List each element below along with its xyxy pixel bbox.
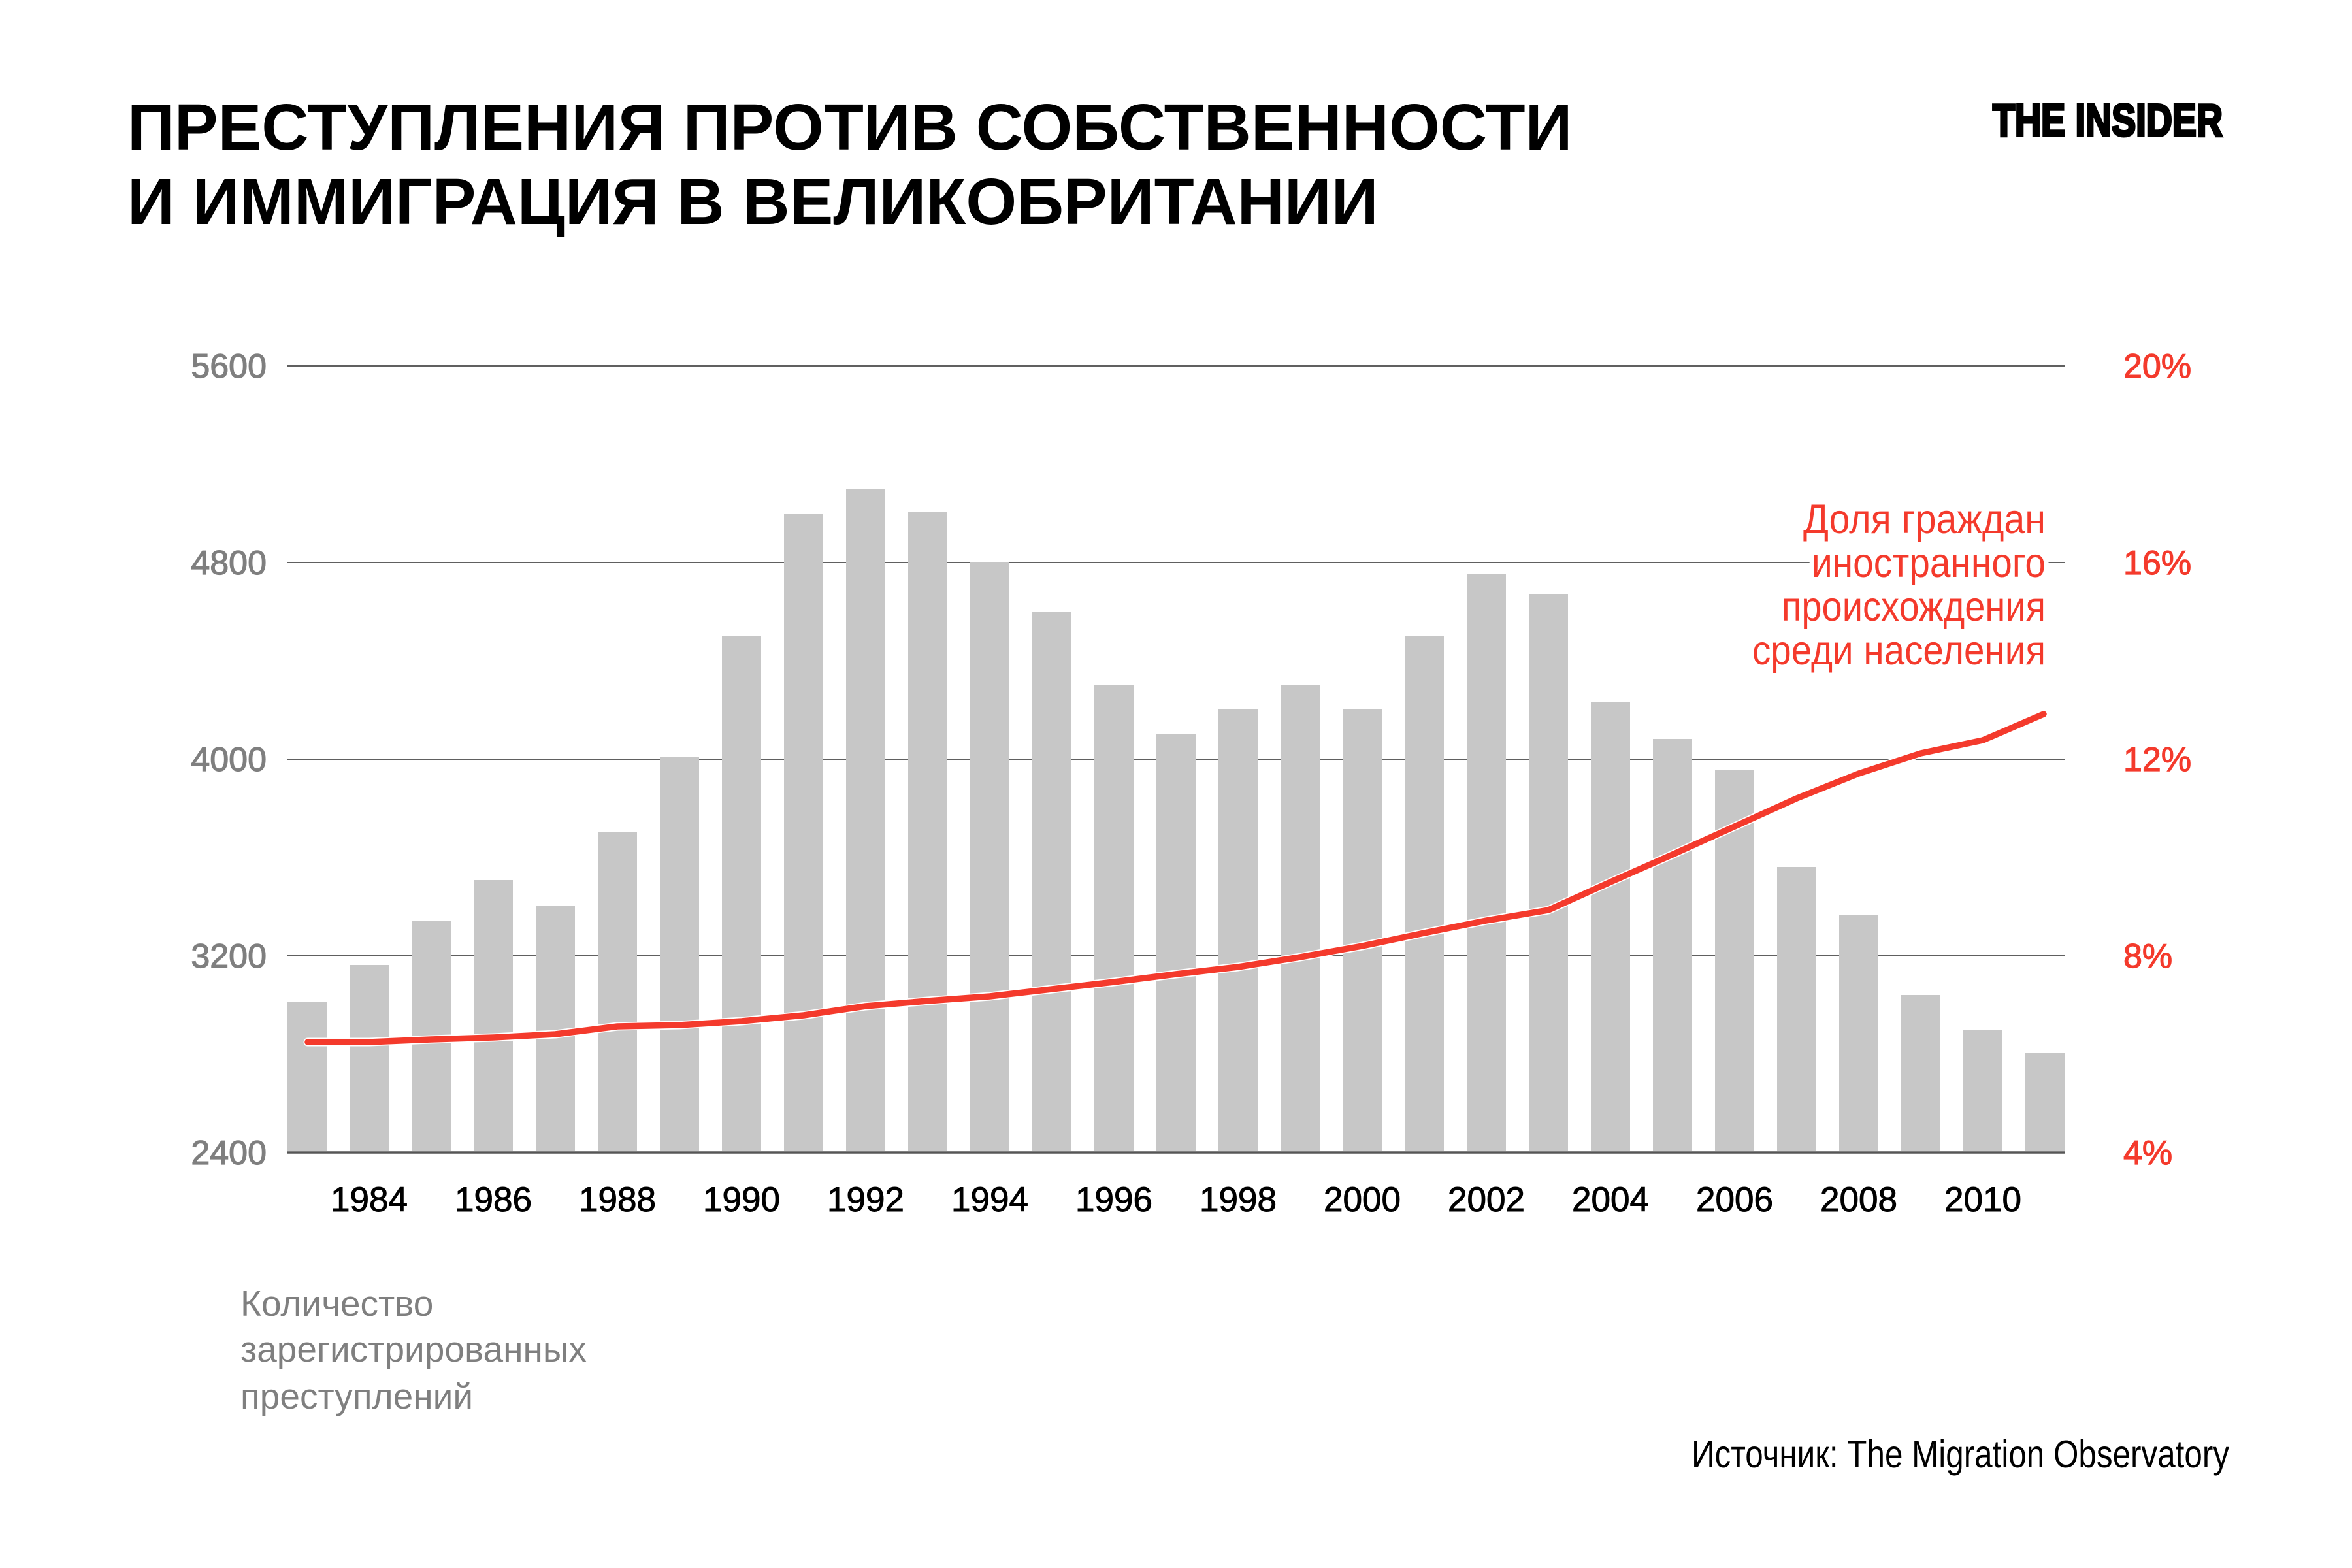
svg-text:4800: 4800 [191,544,267,582]
svg-text:20%: 20% [2123,348,2191,385]
svg-text:1984: 1984 [331,1181,408,1219]
svg-text:1998: 1998 [1200,1181,1277,1219]
svg-text:THE INSIDER: THE INSIDER [1993,95,2223,146]
svg-text:ПРЕСТУПЛЕНИЯ ПРОТИВ СОБСТВЕННО: ПРЕСТУПЛЕНИЯ ПРОТИВ СОБСТВЕННОСТИ [127,91,1572,164]
svg-text:1992: 1992 [827,1181,904,1219]
svg-text:Количество: Количество [240,1283,433,1324]
svg-text:2008: 2008 [1820,1181,1897,1219]
svg-text:4%: 4% [2123,1134,2172,1172]
svg-text:1990: 1990 [703,1181,780,1219]
svg-text:2006: 2006 [1696,1181,1773,1219]
svg-text:1988: 1988 [579,1181,656,1219]
svg-text:1994: 1994 [951,1181,1028,1219]
svg-text:иностранного: иностранного [1812,540,2046,586]
svg-text:1986: 1986 [455,1181,532,1219]
svg-text:2010: 2010 [1944,1181,2021,1219]
svg-text:И ИММИГРАЦИЯ В ВЕЛИКОБРИТАНИИ: И ИММИГРАЦИЯ В ВЕЛИКОБРИТАНИИ [127,165,1379,238]
svg-text:1996: 1996 [1075,1181,1152,1219]
svg-text:иностранного: иностранного [1812,540,2046,586]
svg-text:5600: 5600 [191,348,267,385]
svg-text:2004: 2004 [1572,1181,1649,1219]
svg-text:12%: 12% [2123,741,2191,779]
svg-text:Доля граждан: Доля граждан [1803,497,2046,542]
svg-text:16%: 16% [2123,544,2191,582]
svg-text:зарегистрированных: зарегистрированных [240,1329,587,1369]
svg-text:происхождения: происхождения [1782,584,2046,630]
svg-text:2000: 2000 [1324,1181,1401,1219]
svg-text:4000: 4000 [191,741,267,779]
svg-text:2002: 2002 [1448,1181,1525,1219]
svg-text:Источник: The Migration Observ: Источник: The Migration Observatory [1691,1433,2229,1476]
svg-text:Доля граждан: Доля граждан [1803,497,2046,542]
svg-text:среди населения: среди населения [1752,628,2046,674]
svg-text:3200: 3200 [191,938,267,975]
svg-text:среди населения: среди населения [1752,628,2046,674]
svg-text:происхождения: происхождения [1782,584,2046,630]
svg-text:2400: 2400 [191,1134,267,1172]
svg-text:8%: 8% [2123,938,2172,975]
svg-text:преступлений: преступлений [240,1376,473,1416]
